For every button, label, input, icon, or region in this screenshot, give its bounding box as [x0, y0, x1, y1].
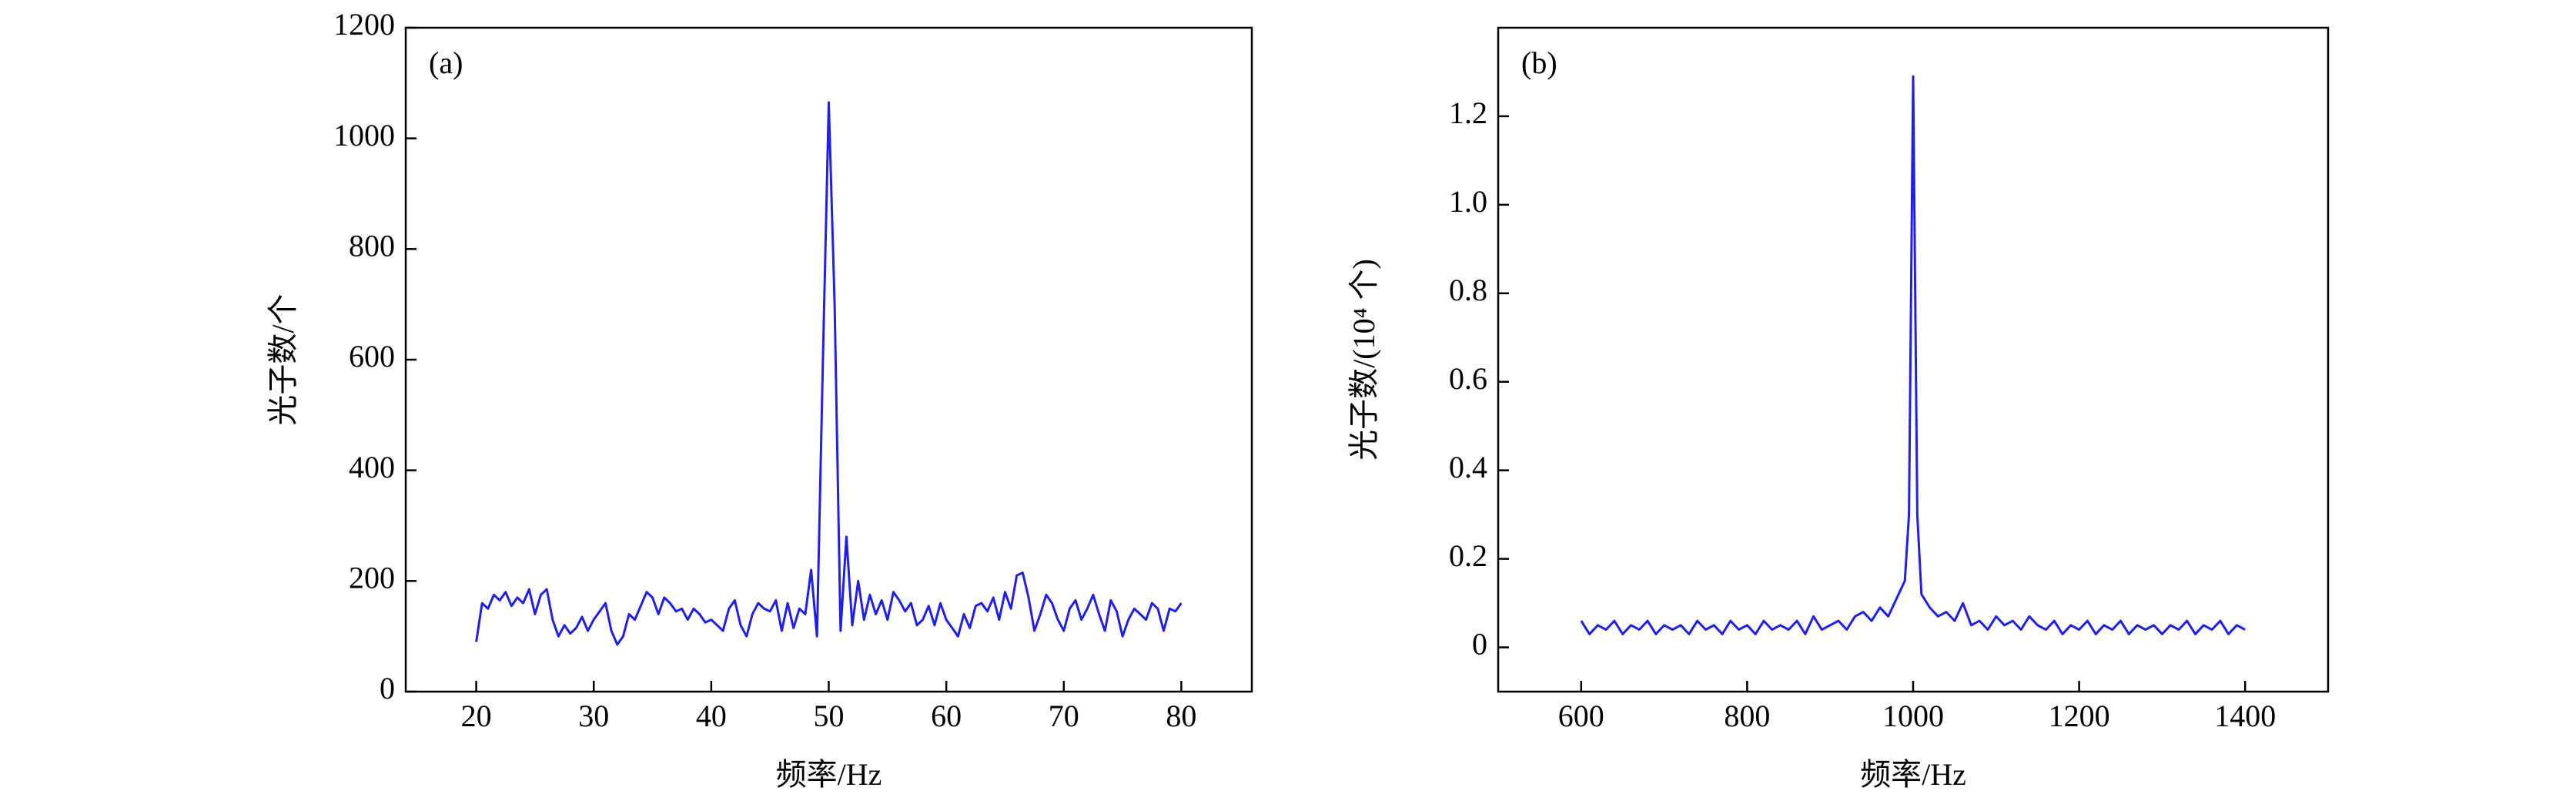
y-tick-label: 800 — [349, 229, 395, 263]
panel-label: (b) — [1521, 45, 1557, 80]
x-tick-label: 40 — [696, 699, 727, 733]
y-tick-label: 0.4 — [1449, 450, 1487, 484]
x-tick-label: 80 — [1166, 699, 1196, 733]
y-tick-label: 0.6 — [1449, 361, 1487, 396]
x-tick-label: 600 — [1558, 699, 1604, 733]
x-axis-label: 频率/Hz — [776, 757, 882, 792]
y-tick-label: 0 — [380, 671, 395, 705]
x-axis-label: 频率/Hz — [1860, 757, 1966, 792]
x-tick-label: 70 — [1049, 699, 1079, 733]
y-tick-label: 1200 — [333, 7, 395, 42]
x-tick-label: 1000 — [1882, 699, 1944, 733]
data-line — [475, 101, 1183, 646]
x-tick-label: 60 — [931, 699, 962, 733]
x-tick-label: 30 — [578, 699, 609, 733]
x-tick-label: 20 — [461, 699, 492, 733]
y-axis-label: 光子数/(10⁴ 个) — [1347, 259, 1381, 461]
x-tick-label: 1200 — [2049, 699, 2110, 733]
data-line — [1580, 75, 2246, 635]
x-tick-label: 50 — [814, 699, 845, 733]
y-tick-label: 600 — [349, 339, 395, 374]
panel-label: (a) — [429, 45, 463, 80]
y-tick-label: 0.2 — [1449, 538, 1487, 573]
y-tick-label: 1000 — [333, 118, 395, 152]
y-axis-label: 光子数/个 — [266, 293, 300, 425]
y-tick-label: 1.2 — [1449, 96, 1487, 130]
y-tick-label: 200 — [349, 561, 395, 595]
y-tick-label: 1.0 — [1449, 184, 1487, 219]
y-tick-label: 0.8 — [1449, 273, 1487, 307]
x-tick-label: 1400 — [2214, 699, 2276, 733]
x-tick-label: 800 — [1724, 699, 1770, 733]
y-tick-label: 0 — [1472, 627, 1487, 662]
y-tick-label: 400 — [349, 450, 395, 484]
